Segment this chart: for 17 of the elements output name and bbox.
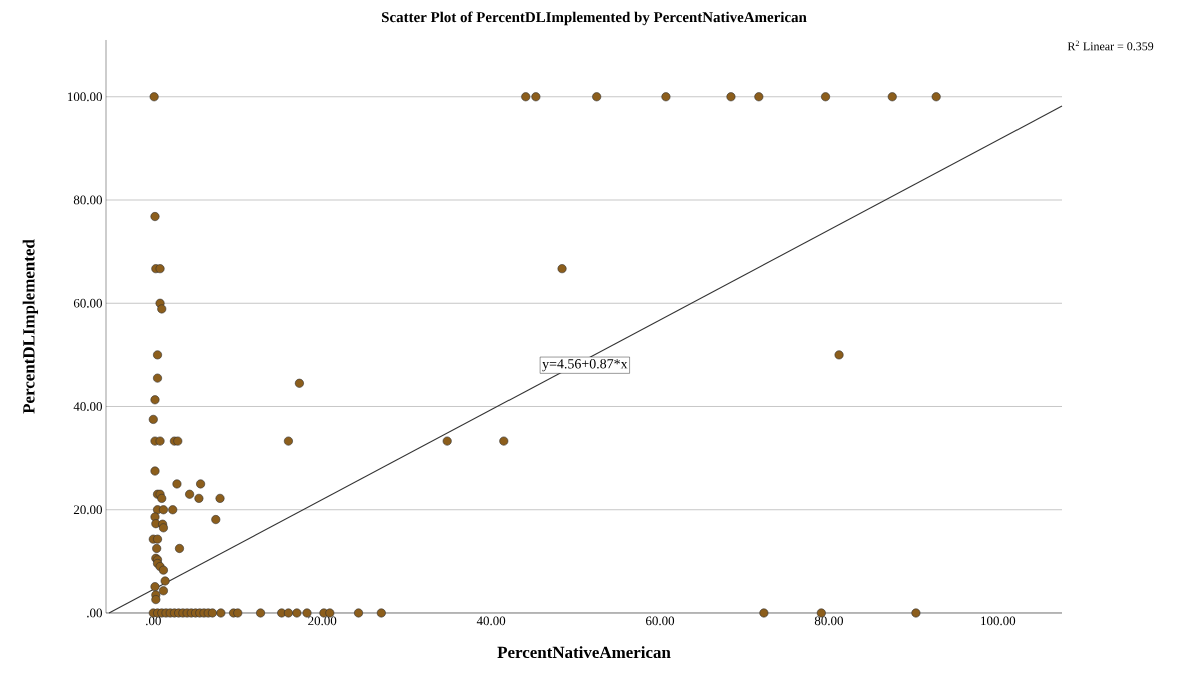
x-axis-title: PercentNativeAmerican — [497, 646, 671, 659]
y-tick-label: 60.00 — [73, 298, 102, 308]
x-tick-label: 40.00 — [476, 616, 506, 626]
y-tick-label: 100.00 — [68, 92, 102, 102]
x-tick-label: 80.00 — [814, 616, 843, 626]
y-tick-label: 20.00 — [73, 505, 102, 515]
x-tick-label: 20.00 — [308, 616, 337, 626]
annotation: y=4.56+0.87*x — [542, 359, 628, 372]
text: R$^{2}$ Linear = 0.359 — [1067, 40, 1154, 51]
y-tick-label: 80.00 — [73, 195, 102, 205]
x-tick-label: 60.00 — [646, 616, 675, 626]
y-tick-label: 40.00 — [73, 402, 102, 411]
chart-title: Scatter Plot of PercentDLImplemented by PercentNativeAmerican — [381, 11, 807, 26]
y-tick-label: .00 — [87, 608, 102, 618]
x-tick-label: 100.00 — [981, 616, 1016, 626]
y-axis-title: PercentDLImplemented — [22, 239, 39, 414]
x-tick-label: .00 — [146, 616, 161, 626]
